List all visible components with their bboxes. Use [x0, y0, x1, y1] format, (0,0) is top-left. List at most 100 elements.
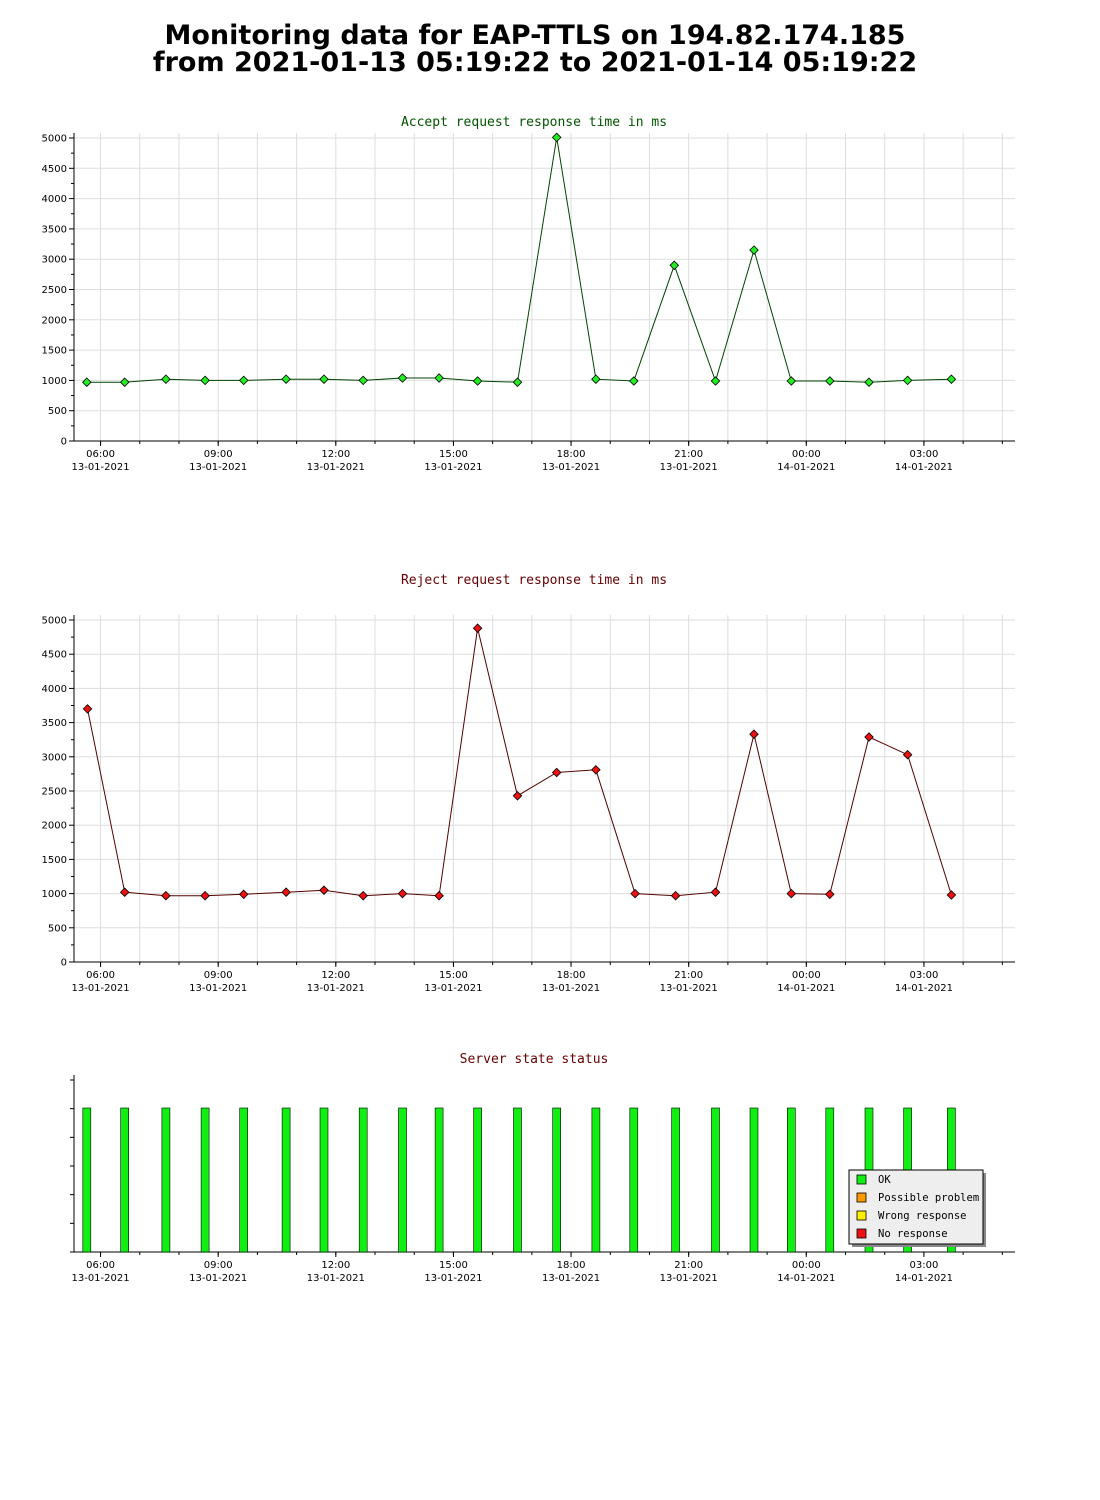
legend-label: Possible problem — [878, 1192, 979, 1204]
x-tick-label: 15:00 — [439, 449, 468, 460]
legend-box — [848, 1169, 984, 1245]
y-tick-label: 1000 — [42, 376, 67, 387]
data-point — [630, 888, 640, 899]
status-bar — [591, 1107, 601, 1253]
data-point — [749, 245, 759, 255]
status-bar — [711, 1107, 720, 1253]
y-tick-label: 1500 — [42, 346, 67, 357]
x-tick-label: 12:00 — [321, 449, 350, 460]
data-point — [710, 887, 721, 897]
status-bar — [161, 1107, 171, 1253]
x-tick-date-label: 13-01-2021 — [542, 1273, 600, 1284]
x-tick-label: 21:00 — [674, 449, 703, 460]
legend: OK Possible problem Wrong response No respo… — [848, 1169, 986, 1247]
x-tick-date-label: 13-01-2021 — [542, 462, 600, 473]
data-point — [358, 890, 368, 901]
x-tick-label: 03:00 — [910, 970, 939, 981]
x-tick-date-label: 14-01-2021 — [777, 1273, 835, 1284]
data-point — [434, 373, 444, 383]
x-tick-date-label: 13-01-2021 — [189, 462, 247, 473]
data-point — [319, 885, 329, 895]
y-tick-label: 500 — [48, 923, 67, 934]
x-tick-label: 18:00 — [557, 970, 586, 981]
status-bar — [239, 1107, 248, 1253]
x-tick-label: 15:00 — [439, 1260, 468, 1271]
page-title: Monitoring data for EAP-TTLS on 194.82.1… — [0, 22, 1070, 76]
x-tick-label: 09:00 — [204, 449, 233, 460]
x-tick-label: 00:00 — [792, 449, 821, 460]
series-line — [86, 137, 952, 383]
x-tick-date-label: 14-01-2021 — [895, 462, 953, 473]
status-bar — [82, 1107, 92, 1253]
status-bar — [513, 1107, 522, 1253]
data-point — [946, 890, 957, 900]
x-tick-label: 12:00 — [321, 970, 350, 981]
x-tick-label: 18:00 — [557, 1260, 586, 1271]
y-tick-label: 500 — [48, 406, 67, 417]
x-tick-date-label: 13-01-2021 — [660, 462, 718, 473]
chart-2: Reject request response time in ms 0 500 10… — [42, 573, 1015, 994]
data-point — [551, 132, 562, 143]
x-tick-date-label: 13-01-2021 — [71, 1273, 129, 1284]
chart-title: Reject request response time in ms — [401, 573, 667, 588]
legend-label: No response — [878, 1228, 948, 1240]
data-point — [82, 377, 92, 387]
y-tick-label: 4000 — [42, 684, 67, 695]
data-point — [119, 887, 130, 897]
status-bar — [629, 1107, 639, 1253]
x-tick-date-label: 13-01-2021 — [71, 462, 129, 473]
data-point — [434, 890, 444, 901]
data-point — [200, 890, 210, 901]
x-tick-label: 00:00 — [792, 1260, 821, 1271]
legend-swatch — [856, 1192, 867, 1203]
x-tick-date-label: 13-01-2021 — [424, 462, 482, 473]
data-point — [551, 767, 562, 778]
y-tick-label: 3000 — [42, 255, 67, 266]
legend-label: OK — [878, 1174, 891, 1186]
y-tick-label: 5000 — [42, 616, 67, 627]
legend-swatch — [856, 1174, 867, 1185]
data-point — [512, 377, 523, 387]
x-tick-label: 15:00 — [439, 970, 468, 981]
data-point — [902, 375, 913, 386]
y-tick-label: 2000 — [42, 315, 67, 326]
page-title-line-2: from 2021-01-13 05:19:22 to 2021-01-14 0… — [152, 47, 918, 78]
data-point — [591, 765, 601, 775]
status-bar — [281, 1107, 291, 1253]
status-bar — [671, 1107, 680, 1253]
x-tick-date-label: 14-01-2021 — [777, 983, 835, 994]
y-tick-label: 2000 — [42, 821, 67, 832]
data-point — [161, 890, 171, 901]
data-point — [472, 623, 483, 633]
x-tick-date-label: 14-01-2021 — [895, 1273, 953, 1284]
status-bar — [786, 1107, 796, 1253]
x-tick-date-label: 13-01-2021 — [189, 983, 247, 994]
data-point — [786, 888, 797, 899]
y-tick-label: 4000 — [42, 194, 67, 205]
x-tick-label: 21:00 — [674, 1260, 703, 1271]
x-tick-date-label: 13-01-2021 — [660, 983, 718, 994]
status-bar — [398, 1107, 407, 1253]
data-point — [670, 890, 681, 901]
y-tick-label: 5000 — [42, 134, 67, 145]
x-tick-date-label: 13-01-2021 — [307, 983, 365, 994]
data-point — [319, 374, 329, 384]
data-point — [281, 887, 291, 897]
data-point — [786, 376, 797, 386]
x-tick-label: 06:00 — [86, 970, 115, 981]
chart-3: Server state status 06:00 13-01-2021 09:00 1… — [70, 1052, 1015, 1284]
data-point — [161, 374, 171, 384]
x-tick-date-label: 14-01-2021 — [777, 462, 835, 473]
x-tick-label: 12:00 — [321, 1260, 350, 1271]
data-point — [825, 376, 835, 386]
status-bar — [434, 1107, 444, 1253]
data-point — [710, 376, 721, 386]
data-point — [119, 377, 130, 387]
data-point — [358, 375, 368, 386]
data-point — [749, 729, 759, 739]
data-point — [591, 374, 601, 384]
y-tick-label: 2500 — [42, 285, 67, 296]
status-bar — [749, 1107, 759, 1253]
data-point — [397, 373, 408, 383]
data-point — [397, 888, 408, 899]
